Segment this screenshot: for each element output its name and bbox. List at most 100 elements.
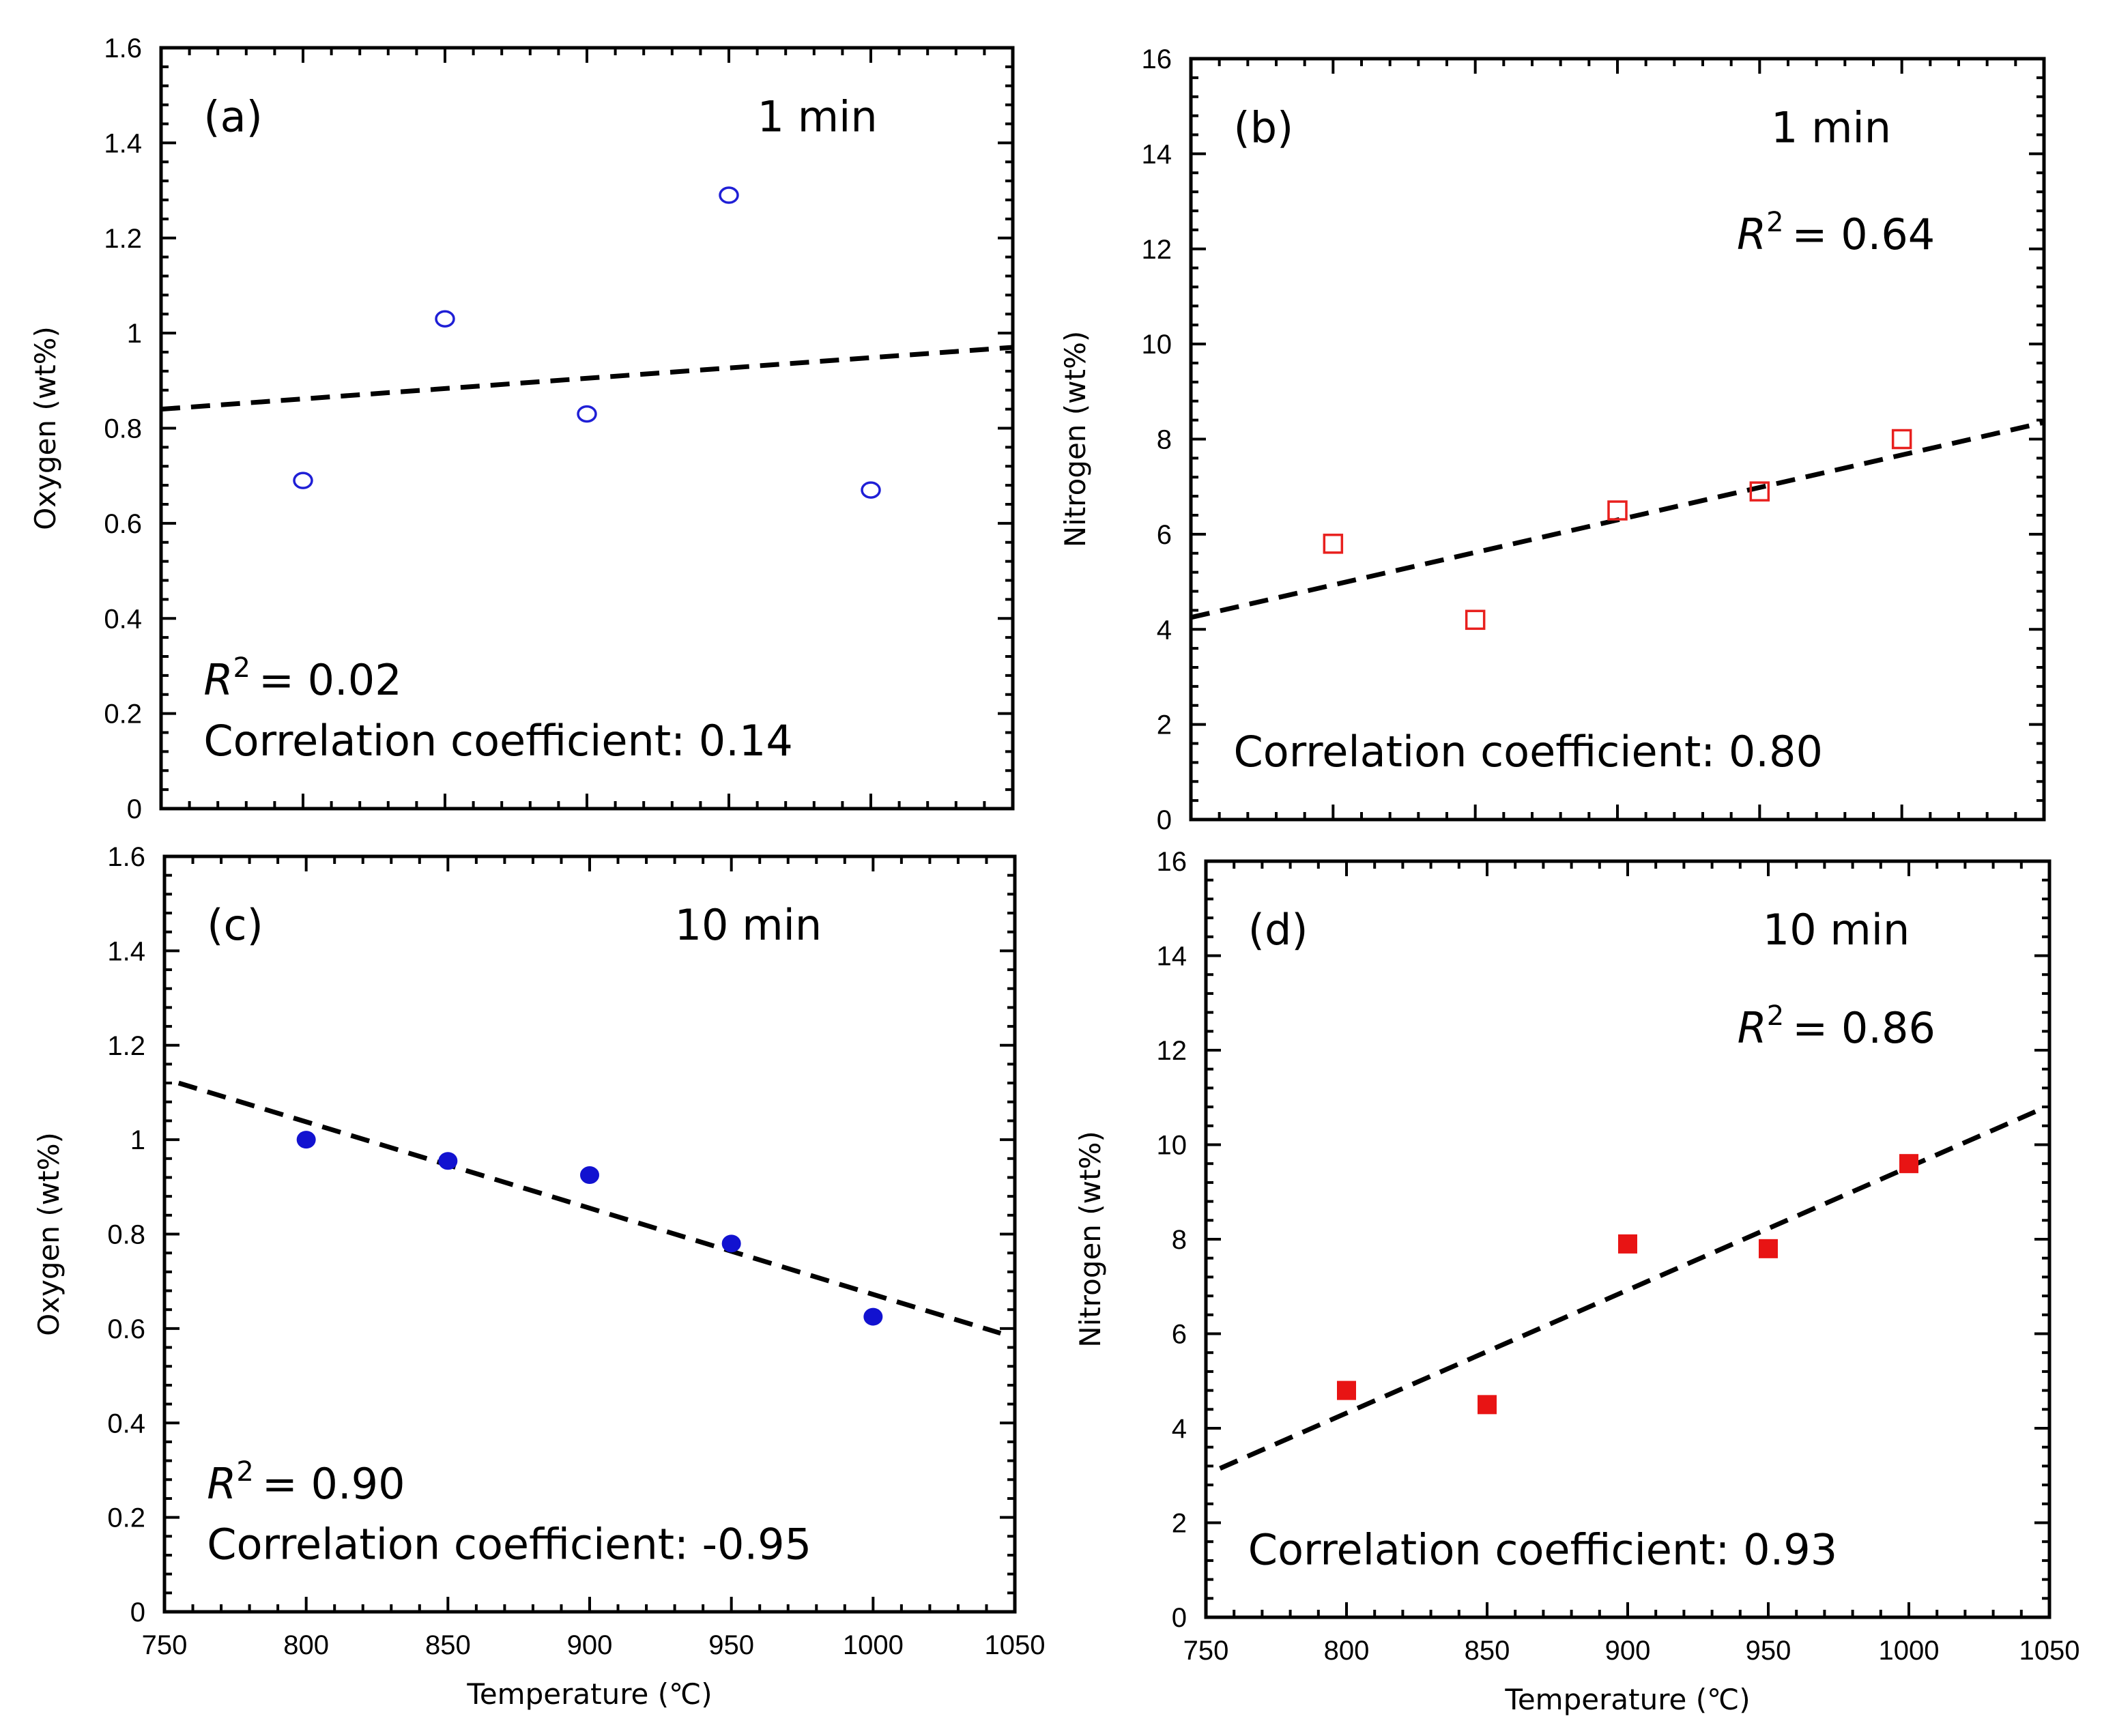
x-tick-label: 950 <box>708 1630 754 1660</box>
time-label: 10 min <box>1763 905 1910 955</box>
panel-c: 0 0.2 0.4 0.6 0.8 1 1.2 1.4 1.6 750 800 850 900 950 10… <box>32 842 1045 1711</box>
x-tick-label: 850 <box>1465 1636 1510 1666</box>
y-tick-label: 1.6 <box>104 33 142 63</box>
data-point <box>296 1131 316 1149</box>
x-tick-label: 1050 <box>2019 1636 2080 1666</box>
x-tick-label: 950 <box>1746 1636 1791 1666</box>
r-squared: R2 = 0.86 <box>1738 1000 1935 1053</box>
y-tick-label: 0.8 <box>104 414 142 444</box>
y-tick-label: 0.6 <box>107 1314 145 1344</box>
y-tick-label: 0 <box>1172 1603 1187 1633</box>
y-tick-label: 8 <box>1172 1225 1187 1255</box>
y-tick-label: 0 <box>130 1597 145 1628</box>
data-point <box>1891 429 1912 450</box>
correlation-coefficient: Correlation coefficient: 0.80 <box>1234 727 1823 777</box>
y-tick-label: 12 <box>1157 1036 1187 1066</box>
x-tick-label: 1000 <box>843 1630 904 1660</box>
correlation-coefficient: Correlation coefficient: 0.14 <box>203 716 792 766</box>
y-tick-label: 10 <box>1142 330 1172 360</box>
data-point <box>1749 481 1770 502</box>
x-tick-label: 750 <box>1183 1636 1229 1666</box>
x-tick-label: 800 <box>283 1630 329 1660</box>
data-point <box>1618 1234 1637 1254</box>
correlation-coefficient: Correlation coefficient: 0.93 <box>1248 1524 1837 1574</box>
time-label: 1 min <box>758 92 878 142</box>
y-axis-label: Nitrogen (wt%) <box>1059 331 1092 548</box>
x-tick-label: 900 <box>1605 1636 1651 1666</box>
data-point <box>438 1152 458 1170</box>
y-tick-label: 14 <box>1157 942 1187 972</box>
correlation-coefficient: Correlation coefficient: -0.95 <box>207 1520 811 1569</box>
r-squared: R2 = 0.64 <box>1737 207 1935 259</box>
y-tick-label: 2 <box>1157 710 1172 740</box>
y-tick-label: 4 <box>1157 615 1172 645</box>
x-tick-label: 900 <box>567 1630 613 1660</box>
fit-line <box>160 345 1013 412</box>
panel-label: (b) <box>1234 103 1294 153</box>
y-tick-label: 1 <box>130 1125 145 1155</box>
y-tick-label: 16 <box>1142 44 1172 74</box>
x-tick-label: 1000 <box>1879 1636 1940 1666</box>
data-point <box>1607 500 1628 521</box>
panel-a: 0 0.2 0.4 0.6 0.8 1 1.2 1.4 1.6 Oxygen (wt%) (a) 1 … <box>29 33 1015 824</box>
y-tick-label: 10 <box>1157 1131 1187 1161</box>
x-tick-label: 1050 <box>985 1630 1046 1660</box>
time-label: 10 min <box>675 900 822 950</box>
y-tick-label: 0 <box>1157 805 1172 835</box>
y-tick-label: 1.6 <box>107 842 145 872</box>
x-tick-label: 800 <box>1324 1636 1370 1666</box>
panel-label: (c) <box>207 900 263 950</box>
y-tick-label: 0 <box>127 794 142 824</box>
y-tick-label: 0.2 <box>107 1503 145 1533</box>
data-point <box>1465 609 1486 631</box>
plot-frame <box>1189 57 2046 822</box>
panel-d: 0 2 4 6 8 10 12 14 16 750 800 850 900 950 1000 1050 Nitr… <box>1074 847 2079 1716</box>
x-tick-label: 750 <box>142 1630 188 1660</box>
data-point <box>721 1234 741 1253</box>
y-tick-label: 1.2 <box>107 1031 145 1061</box>
data-point <box>861 481 881 499</box>
y-tick-label: 6 <box>1157 520 1172 550</box>
data-point <box>1337 1380 1356 1400</box>
y-tick-label: 4 <box>1172 1414 1187 1444</box>
y-tick-label: 16 <box>1157 847 1187 877</box>
y-tick-label: 1.4 <box>107 936 145 966</box>
r-squared: R2 = 0.90 <box>207 1456 405 1509</box>
data-point <box>580 1166 599 1185</box>
y-tick-label: 2 <box>1172 1509 1187 1539</box>
y-tick-label: 1 <box>127 319 142 349</box>
panel-label: (d) <box>1248 905 1308 955</box>
time-label: 1 min <box>1771 103 1891 153</box>
y-axis-label: Oxygen (wt%) <box>29 326 62 530</box>
panel-b: 0 2 4 6 8 10 12 14 16 Nitrogen (wt%) (b) 1 min R2 = 0… <box>1059 44 2046 835</box>
data-point <box>1759 1239 1778 1258</box>
y-tick-label: 0.6 <box>104 509 142 539</box>
data-point <box>1323 534 1344 554</box>
r-squared: R2 = 0.02 <box>203 652 401 705</box>
y-tick-label: 6 <box>1172 1320 1187 1350</box>
fit-line <box>177 1080 1002 1336</box>
y-tick-label: 1.2 <box>104 224 142 254</box>
y-tick-label: 0.4 <box>104 604 142 634</box>
x-axis-label: Temperature (℃) <box>466 1677 712 1711</box>
data-point <box>293 472 313 489</box>
data-point <box>1899 1154 1918 1174</box>
data-point <box>863 1307 883 1326</box>
data-point <box>719 186 739 204</box>
panel-label: (a) <box>203 92 262 142</box>
y-tick-label: 1.4 <box>104 128 142 158</box>
x-tick-label: 850 <box>425 1630 471 1660</box>
y-axis-label: Nitrogen (wt%) <box>1074 1131 1107 1348</box>
x-axis-label: Temperature (℃) <box>1504 1683 1750 1716</box>
data-point <box>435 310 455 328</box>
y-tick-label: 0.4 <box>107 1408 145 1438</box>
data-point <box>577 405 597 423</box>
y-tick-label: 0.8 <box>107 1220 145 1250</box>
y-tick-label: 0.2 <box>104 699 142 729</box>
data-point <box>1478 1395 1497 1415</box>
y-axis-label: Oxygen (wt%) <box>32 1132 66 1336</box>
y-tick-label: 14 <box>1142 139 1172 169</box>
y-tick-label: 8 <box>1157 425 1172 455</box>
y-tick-label: 12 <box>1142 235 1172 265</box>
